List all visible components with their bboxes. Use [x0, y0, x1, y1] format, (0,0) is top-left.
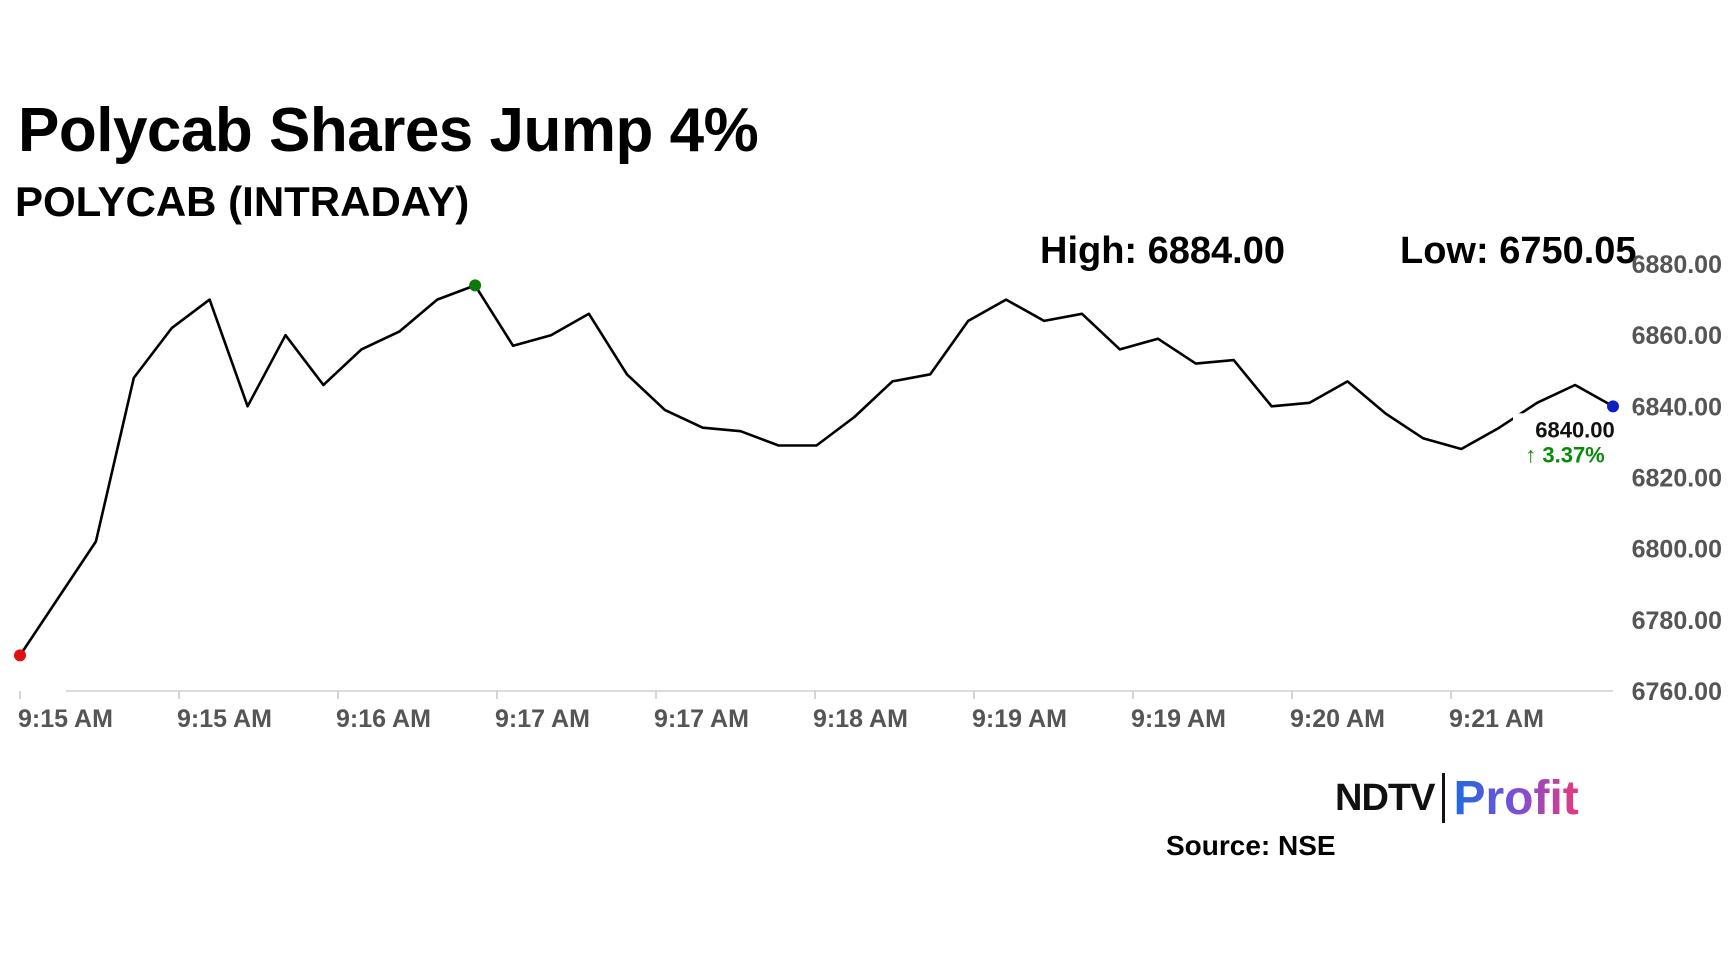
source-label: Source: NSE: [1166, 830, 1336, 861]
x-tick-label: 9:17 AM: [654, 705, 749, 733]
y-tick-label: 6840.00: [1632, 393, 1722, 421]
last-change-label: ↑ 3.37%: [1525, 442, 1605, 467]
price-line: [18, 284, 1614, 657]
low-label: Low: 6750.05: [1400, 230, 1637, 272]
chart-title: Polycab Shares Jump 4%: [18, 96, 759, 165]
y-tick-label: 6800.00: [1632, 536, 1722, 564]
logo-ndtv-text: NDTV: [1335, 776, 1435, 819]
ndtv-profit-logo: NDTV Profit: [1335, 768, 1579, 828]
start-point-marker: [14, 649, 26, 662]
y-axis: 6880.00 6860.00 6840.00 6820.00 6800.00 6780.…: [1632, 251, 1722, 706]
last-value-label-bg: [1513, 413, 1637, 444]
x-tick-label: 9:19 AM: [972, 705, 1067, 733]
x-tick-label: 9:16 AM: [336, 705, 431, 733]
markers: [14, 279, 1619, 662]
x-tick-label: 9:18 AM: [813, 705, 908, 733]
high-label: High: 6884.00: [1040, 230, 1285, 272]
last-value-labels: 6840.00↑ 3.37%: [1513, 413, 1637, 467]
y-tick-label: 6780.00: [1632, 607, 1722, 635]
y-tick-label: 6820.00: [1632, 465, 1722, 493]
logo-separator: [1442, 773, 1446, 823]
x-tick-label: 9:20 AM: [1290, 705, 1385, 733]
x-tick-label: 9:15 AM: [177, 705, 272, 733]
y-tick-label: 6760.00: [1632, 678, 1722, 706]
last-value-label: 6840.00: [1535, 417, 1615, 442]
x-tick-label: 9:21 AM: [1449, 705, 1544, 733]
x-tick-label: 9:17 AM: [495, 705, 590, 733]
logo-profit-text: Profit: [1453, 771, 1579, 825]
x-tick-label: 9:19 AM: [1131, 705, 1226, 733]
chart-subtitle: POLYCAB (INTRADAY): [15, 178, 470, 225]
y-tick-label: 6880.00: [1632, 251, 1722, 279]
y-tick-label: 6860.00: [1632, 322, 1722, 350]
high-point-marker: [469, 279, 482, 292]
last-point-marker: [1607, 400, 1619, 413]
x-axis: 9:15 AM 9:15 AM 9:16 AM 9:17 AM 9:17 AM 9:18 …: [18, 690, 1613, 733]
x-tick-label: 9:15 AM: [18, 705, 113, 733]
